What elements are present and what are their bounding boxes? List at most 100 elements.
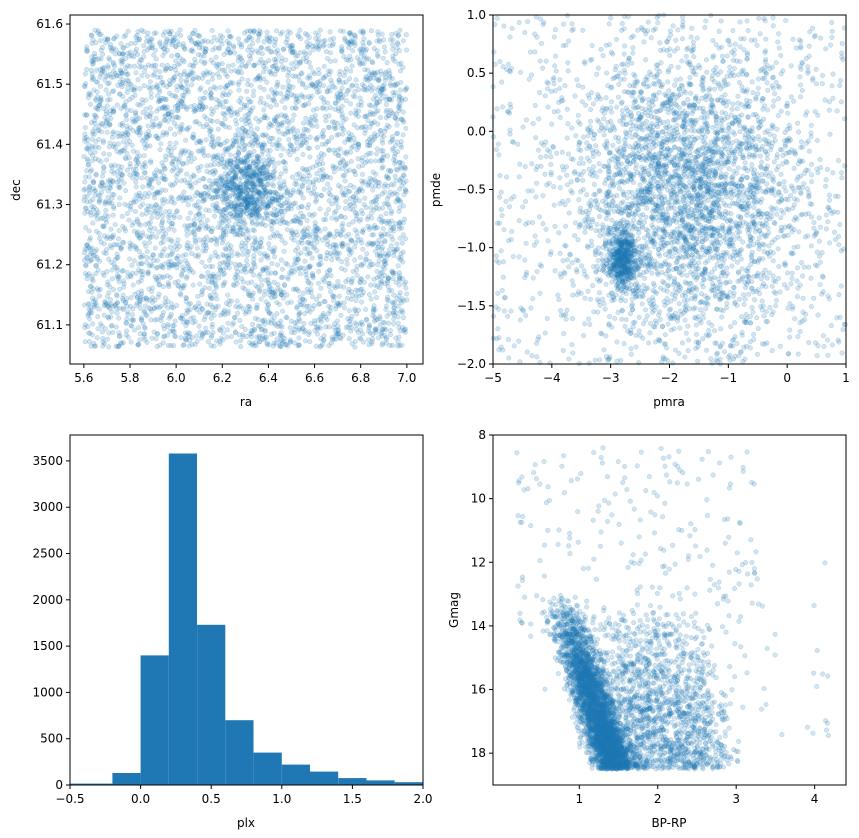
- scatter-point: [158, 314, 164, 320]
- scatter-point: [265, 277, 271, 283]
- scatter-point: [327, 289, 333, 295]
- scatter-point: [119, 123, 125, 129]
- scatter-point: [242, 142, 248, 148]
- scatter-point: [271, 330, 277, 336]
- scatter-point: [283, 113, 289, 119]
- scatter-point: [397, 159, 403, 165]
- scatter-point: [203, 207, 209, 213]
- scatter-point: [305, 187, 312, 193]
- scatter-point: [86, 339, 93, 345]
- scatter-point: [184, 232, 190, 238]
- scatter-point: [193, 180, 199, 186]
- scatter-point: [257, 288, 263, 295]
- scatter-point: [106, 199, 112, 205]
- scatter-point: [173, 43, 179, 49]
- scatter-point: [285, 83, 291, 89]
- scatter-point: [132, 87, 138, 93]
- scatter-point: [278, 59, 284, 65]
- scatter-point: [98, 121, 104, 127]
- scatter-point: [175, 171, 181, 177]
- scatter-point: [373, 295, 380, 301]
- scatter-point: [251, 28, 257, 34]
- scatter-point: [144, 34, 150, 40]
- scatter-point: [367, 330, 373, 336]
- scatter-point: [82, 205, 89, 211]
- scatter-point: [316, 177, 322, 184]
- scatter-point: [137, 298, 143, 304]
- scatter-point: [217, 220, 223, 226]
- scatter-point: [109, 309, 115, 315]
- scatter-point: [360, 289, 367, 296]
- scatter-point: [346, 308, 352, 314]
- scatter-point: [268, 202, 274, 208]
- scatter-point: [131, 327, 138, 333]
- scatter-point: [178, 125, 184, 131]
- scatter-point: [216, 66, 222, 72]
- scatter-point: [360, 124, 366, 130]
- scatter-point: [324, 249, 330, 256]
- scatter-point: [375, 108, 381, 114]
- scatter-point: [373, 317, 379, 323]
- scatter-point: [293, 100, 299, 106]
- scatter-point: [158, 206, 164, 212]
- scatter-point: [139, 64, 145, 70]
- scatter-point: [253, 247, 259, 253]
- scatter-point: [268, 104, 274, 110]
- scatter-point: [230, 213, 236, 219]
- scatter-point: [139, 175, 145, 181]
- scatter-point: [168, 194, 174, 200]
- scatter-point: [237, 54, 243, 60]
- scatter-point: [333, 242, 339, 248]
- scatter-point: [268, 270, 274, 276]
- scatter-point: [280, 308, 286, 314]
- scatter-point: [246, 99, 253, 105]
- scatter-point: [305, 205, 311, 211]
- scatter-point: [166, 144, 172, 151]
- scatter-point: [343, 233, 349, 239]
- scatter-point: [157, 282, 163, 288]
- scatter-point: [369, 88, 375, 94]
- scatter-point: [114, 300, 120, 306]
- scatter-point: [264, 340, 270, 346]
- scatter-point: [331, 36, 337, 42]
- scatter-point: [142, 164, 148, 170]
- scatter-point: [295, 189, 301, 195]
- scatter-point: [156, 180, 162, 186]
- scatter-point: [310, 272, 316, 278]
- scatter-point: [225, 158, 231, 164]
- scatter-point: [263, 65, 269, 71]
- scatter-point: [253, 136, 259, 142]
- scatter-point: [309, 255, 315, 261]
- scatter-point: [275, 285, 281, 291]
- scatter-point: [321, 298, 327, 304]
- scatter-point: [332, 119, 338, 125]
- scatter-point: [338, 91, 344, 97]
- scatter-point: [280, 84, 286, 90]
- scatter-point: [384, 220, 390, 226]
- scatter-point: [86, 259, 92, 265]
- scatter-point: [118, 148, 124, 154]
- scatter-point: [395, 314, 401, 320]
- scatter-point: [398, 79, 404, 86]
- scatter-point: [279, 29, 285, 35]
- scatter-point: [82, 71, 88, 77]
- scatter-point: [245, 133, 251, 139]
- scatter-point: [301, 320, 307, 327]
- scatter-point: [187, 183, 193, 189]
- scatter-point: [339, 103, 345, 109]
- scatter-point: [97, 293, 103, 299]
- scatter-point: [300, 120, 307, 126]
- scatter-point: [115, 236, 122, 242]
- scatter-point: [116, 178, 122, 184]
- scatter-point: [356, 189, 362, 195]
- scatter-point: [363, 256, 369, 262]
- scatter-point: [203, 137, 209, 143]
- scatter-point: [116, 185, 122, 191]
- scatter-point: [132, 92, 138, 98]
- scatter-point: [296, 335, 302, 341]
- scatter-point: [390, 191, 396, 197]
- scatter-point: [157, 69, 163, 75]
- scatter-point: [396, 102, 402, 109]
- scatter-point: [277, 185, 283, 191]
- scatter-point: [220, 228, 226, 234]
